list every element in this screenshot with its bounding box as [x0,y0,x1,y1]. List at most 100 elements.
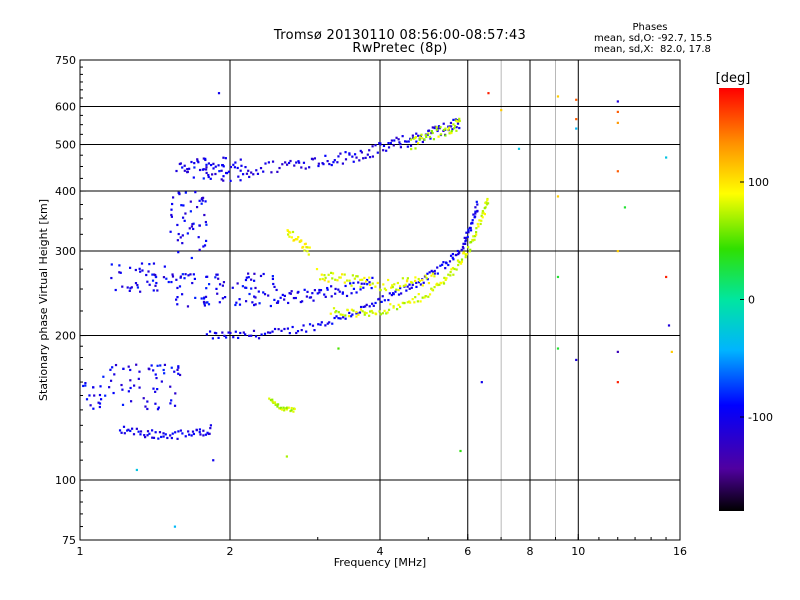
trace-point [466,235,469,239]
cluster-point [231,286,234,289]
trace-point [271,160,275,163]
cluster-point [169,402,172,405]
cluster-point [170,215,173,218]
trace-point [290,236,293,239]
trace-point [449,125,453,128]
trace-point [198,431,201,434]
trace-point [317,323,320,326]
cluster-point [234,161,237,164]
trace-point [453,267,456,271]
trace-point [158,431,162,434]
trace-point [306,246,309,249]
cluster-point [130,286,133,289]
trace-point [459,262,463,265]
cluster-point [250,278,253,281]
cluster-point [134,281,138,285]
trace-point [366,278,369,282]
trace-point [483,212,486,216]
y-tick-label: 500 [55,139,76,152]
trace-point [368,156,372,159]
trace-point [442,128,446,132]
cluster-point [207,303,211,306]
isolated-point [217,92,221,95]
cluster-point [156,408,160,411]
trace-point [321,277,324,281]
trace-point [209,427,212,430]
trace-point [206,431,209,434]
trace-point [418,136,422,139]
trace-point [224,336,228,339]
trace-point [471,222,474,225]
trace-point [379,289,382,292]
trace-point [319,289,323,292]
x-tick-label: 16 [673,545,687,558]
trace-point [398,305,402,309]
trace-point [348,153,351,156]
trace-point [469,248,472,251]
trace-point [423,138,426,141]
trace-point [273,401,277,404]
trace-point [369,310,372,313]
y-tick-label: 750 [55,54,76,67]
trace-point [407,140,410,143]
trace-point [232,336,235,339]
trace-point [298,161,301,164]
cluster-point [170,399,173,402]
trace-point [348,311,351,315]
trace-point [289,231,292,234]
cluster-point [247,272,250,275]
trace-point [430,131,433,135]
colorbar-tick-label: -100 [748,411,773,424]
trace-point [296,330,300,333]
trace-point [383,299,386,302]
trace-point [415,285,418,289]
trace-point [431,272,435,275]
trace-point [438,283,441,286]
cluster-point [171,202,174,206]
trace-point [198,168,202,172]
trace-point [362,305,365,309]
trace-point [357,313,360,316]
trace-point [339,317,342,320]
trace-point [322,163,325,166]
trace-point [452,258,455,261]
trace-point [478,219,481,222]
trace-point [398,285,402,288]
cluster-point [198,199,201,202]
trace-point [371,311,374,314]
trace-point [351,313,354,316]
cluster-point [275,288,278,292]
cluster-point [128,266,132,269]
cluster-point [202,245,205,248]
trace-point [481,216,484,219]
trace-point [413,301,416,304]
trace-point [431,288,434,291]
trace-point [294,296,297,300]
isolated-point [623,206,627,209]
trace-point [382,144,386,148]
cluster-point [85,398,89,401]
trace-point [381,312,384,315]
trace-point [451,128,454,131]
cluster-point [253,303,256,307]
cluster-point [151,273,154,276]
cluster-point [184,273,187,276]
trace-point [449,274,452,277]
trace-point [281,293,284,297]
trace-point [353,153,357,156]
cluster-point [186,232,189,235]
colorbar-tick-label: 100 [748,176,769,189]
cluster-point [188,227,191,230]
cluster-point [191,223,194,226]
trace-point [276,170,279,173]
trace-point [324,324,327,327]
trace-point [309,296,313,299]
cluster-point [128,289,131,292]
cluster-point [211,173,214,176]
trace-point [340,273,344,276]
trace-point [474,235,477,238]
trace-point [183,164,186,167]
trace-point [401,277,404,280]
trace-point [454,253,457,257]
cluster-point [218,170,221,173]
